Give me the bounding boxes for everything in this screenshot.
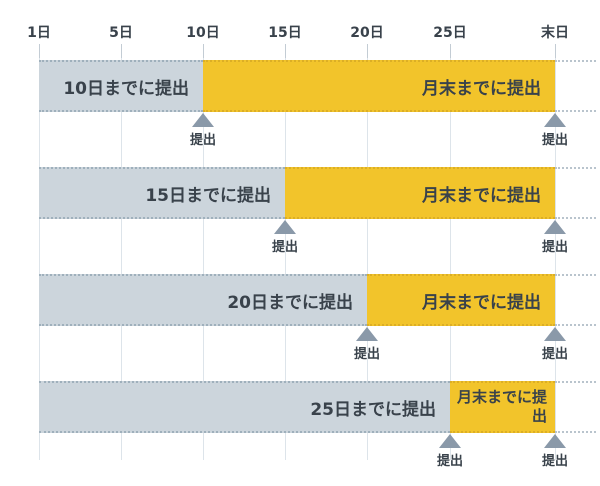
- submission-marker-label: 提出: [541, 133, 569, 148]
- gridline: [203, 44, 204, 460]
- submission-marker-triangle-icon: [544, 220, 566, 234]
- bar-segment-label: 20日までに提出: [227, 292, 353, 313]
- bar-extension-dotted-line: [555, 274, 596, 276]
- submission-marker-triangle-icon: [192, 113, 214, 127]
- axis-tick: [450, 44, 451, 58]
- axis-tick-label: 10日: [186, 25, 220, 41]
- axis-tick: [203, 44, 204, 58]
- submission-marker-label: 提出: [541, 347, 569, 362]
- submission-marker-triangle-icon: [544, 434, 566, 448]
- gridline: [555, 44, 556, 460]
- axis-tick-label: 5日: [109, 25, 133, 41]
- gray-bar-segment: 15日までに提出: [39, 167, 285, 219]
- bar-segment-label: 月末までに提出: [422, 292, 541, 313]
- bar-extension-dotted-line: [555, 60, 596, 62]
- submission-marker-label: 提出: [436, 454, 464, 469]
- bar-segment-label: 月末までに提出: [422, 78, 541, 99]
- bar-segment-label: 月末までに提出: [456, 388, 547, 425]
- bar-segment-label: 10日までに提出: [63, 78, 189, 99]
- bar-segment-label: 25日までに提出: [310, 399, 436, 420]
- submission-marker-triangle-icon: [274, 220, 296, 234]
- gridline: [450, 44, 451, 460]
- yellow-bar-segment: 月末までに提出: [450, 381, 555, 433]
- axis-tick-label: 20日: [350, 25, 384, 41]
- submission-marker-triangle-icon: [544, 113, 566, 127]
- axis-tick-label: 末日: [541, 25, 569, 41]
- gridline: [367, 44, 368, 460]
- submission-marker-label: 提出: [353, 347, 381, 362]
- axis-tick: [285, 44, 286, 58]
- gridline: [285, 44, 286, 460]
- gray-bar-segment: 20日までに提出: [39, 274, 367, 326]
- bar-segment-label: 月末までに提出: [422, 185, 541, 206]
- timeline-row: 10日までに提出 月末までに提出: [0, 60, 600, 112]
- yellow-bar-segment: 月末までに提出: [203, 60, 555, 112]
- timeline-row: 15日までに提出 月末までに提出: [0, 167, 600, 219]
- submission-marker-triangle-icon: [356, 327, 378, 341]
- gray-bar-segment: 25日までに提出: [39, 381, 450, 433]
- submission-marker-label: 提出: [541, 240, 569, 255]
- submission-marker-label: 提出: [189, 133, 217, 148]
- bar-extension-dotted-line: [555, 324, 596, 326]
- submission-marker-label: 提出: [541, 454, 569, 469]
- timeline-row: 20日までに提出 月末までに提出: [0, 274, 600, 326]
- yellow-bar-segment: 月末までに提出: [285, 167, 555, 219]
- timeline-row: 25日までに提出 月末までに提出: [0, 381, 600, 433]
- axis-tick: [367, 44, 368, 58]
- axis-tick-label: 1日: [27, 25, 51, 41]
- axis-tick-label: 25日: [433, 25, 467, 41]
- gray-bar-segment: 10日までに提出: [39, 60, 203, 112]
- axis-tick: [39, 44, 40, 58]
- bar-extension-dotted-line: [555, 110, 596, 112]
- bar-segment-label: 15日までに提出: [145, 185, 271, 206]
- axis-tick: [121, 44, 122, 58]
- gridline: [121, 44, 122, 460]
- bar-extension-dotted-line: [555, 431, 596, 433]
- bar-extension-dotted-line: [555, 217, 596, 219]
- axis-tick: [555, 44, 556, 58]
- submission-marker-triangle-icon: [544, 327, 566, 341]
- submission-marker-label: 提出: [271, 240, 299, 255]
- bar-extension-dotted-line: [555, 167, 596, 169]
- yellow-bar-segment: 月末までに提出: [367, 274, 555, 326]
- submission-marker-triangle-icon: [439, 434, 461, 448]
- bar-extension-dotted-line: [555, 381, 596, 383]
- gridline: [39, 44, 40, 460]
- axis-tick-label: 15日: [268, 25, 302, 41]
